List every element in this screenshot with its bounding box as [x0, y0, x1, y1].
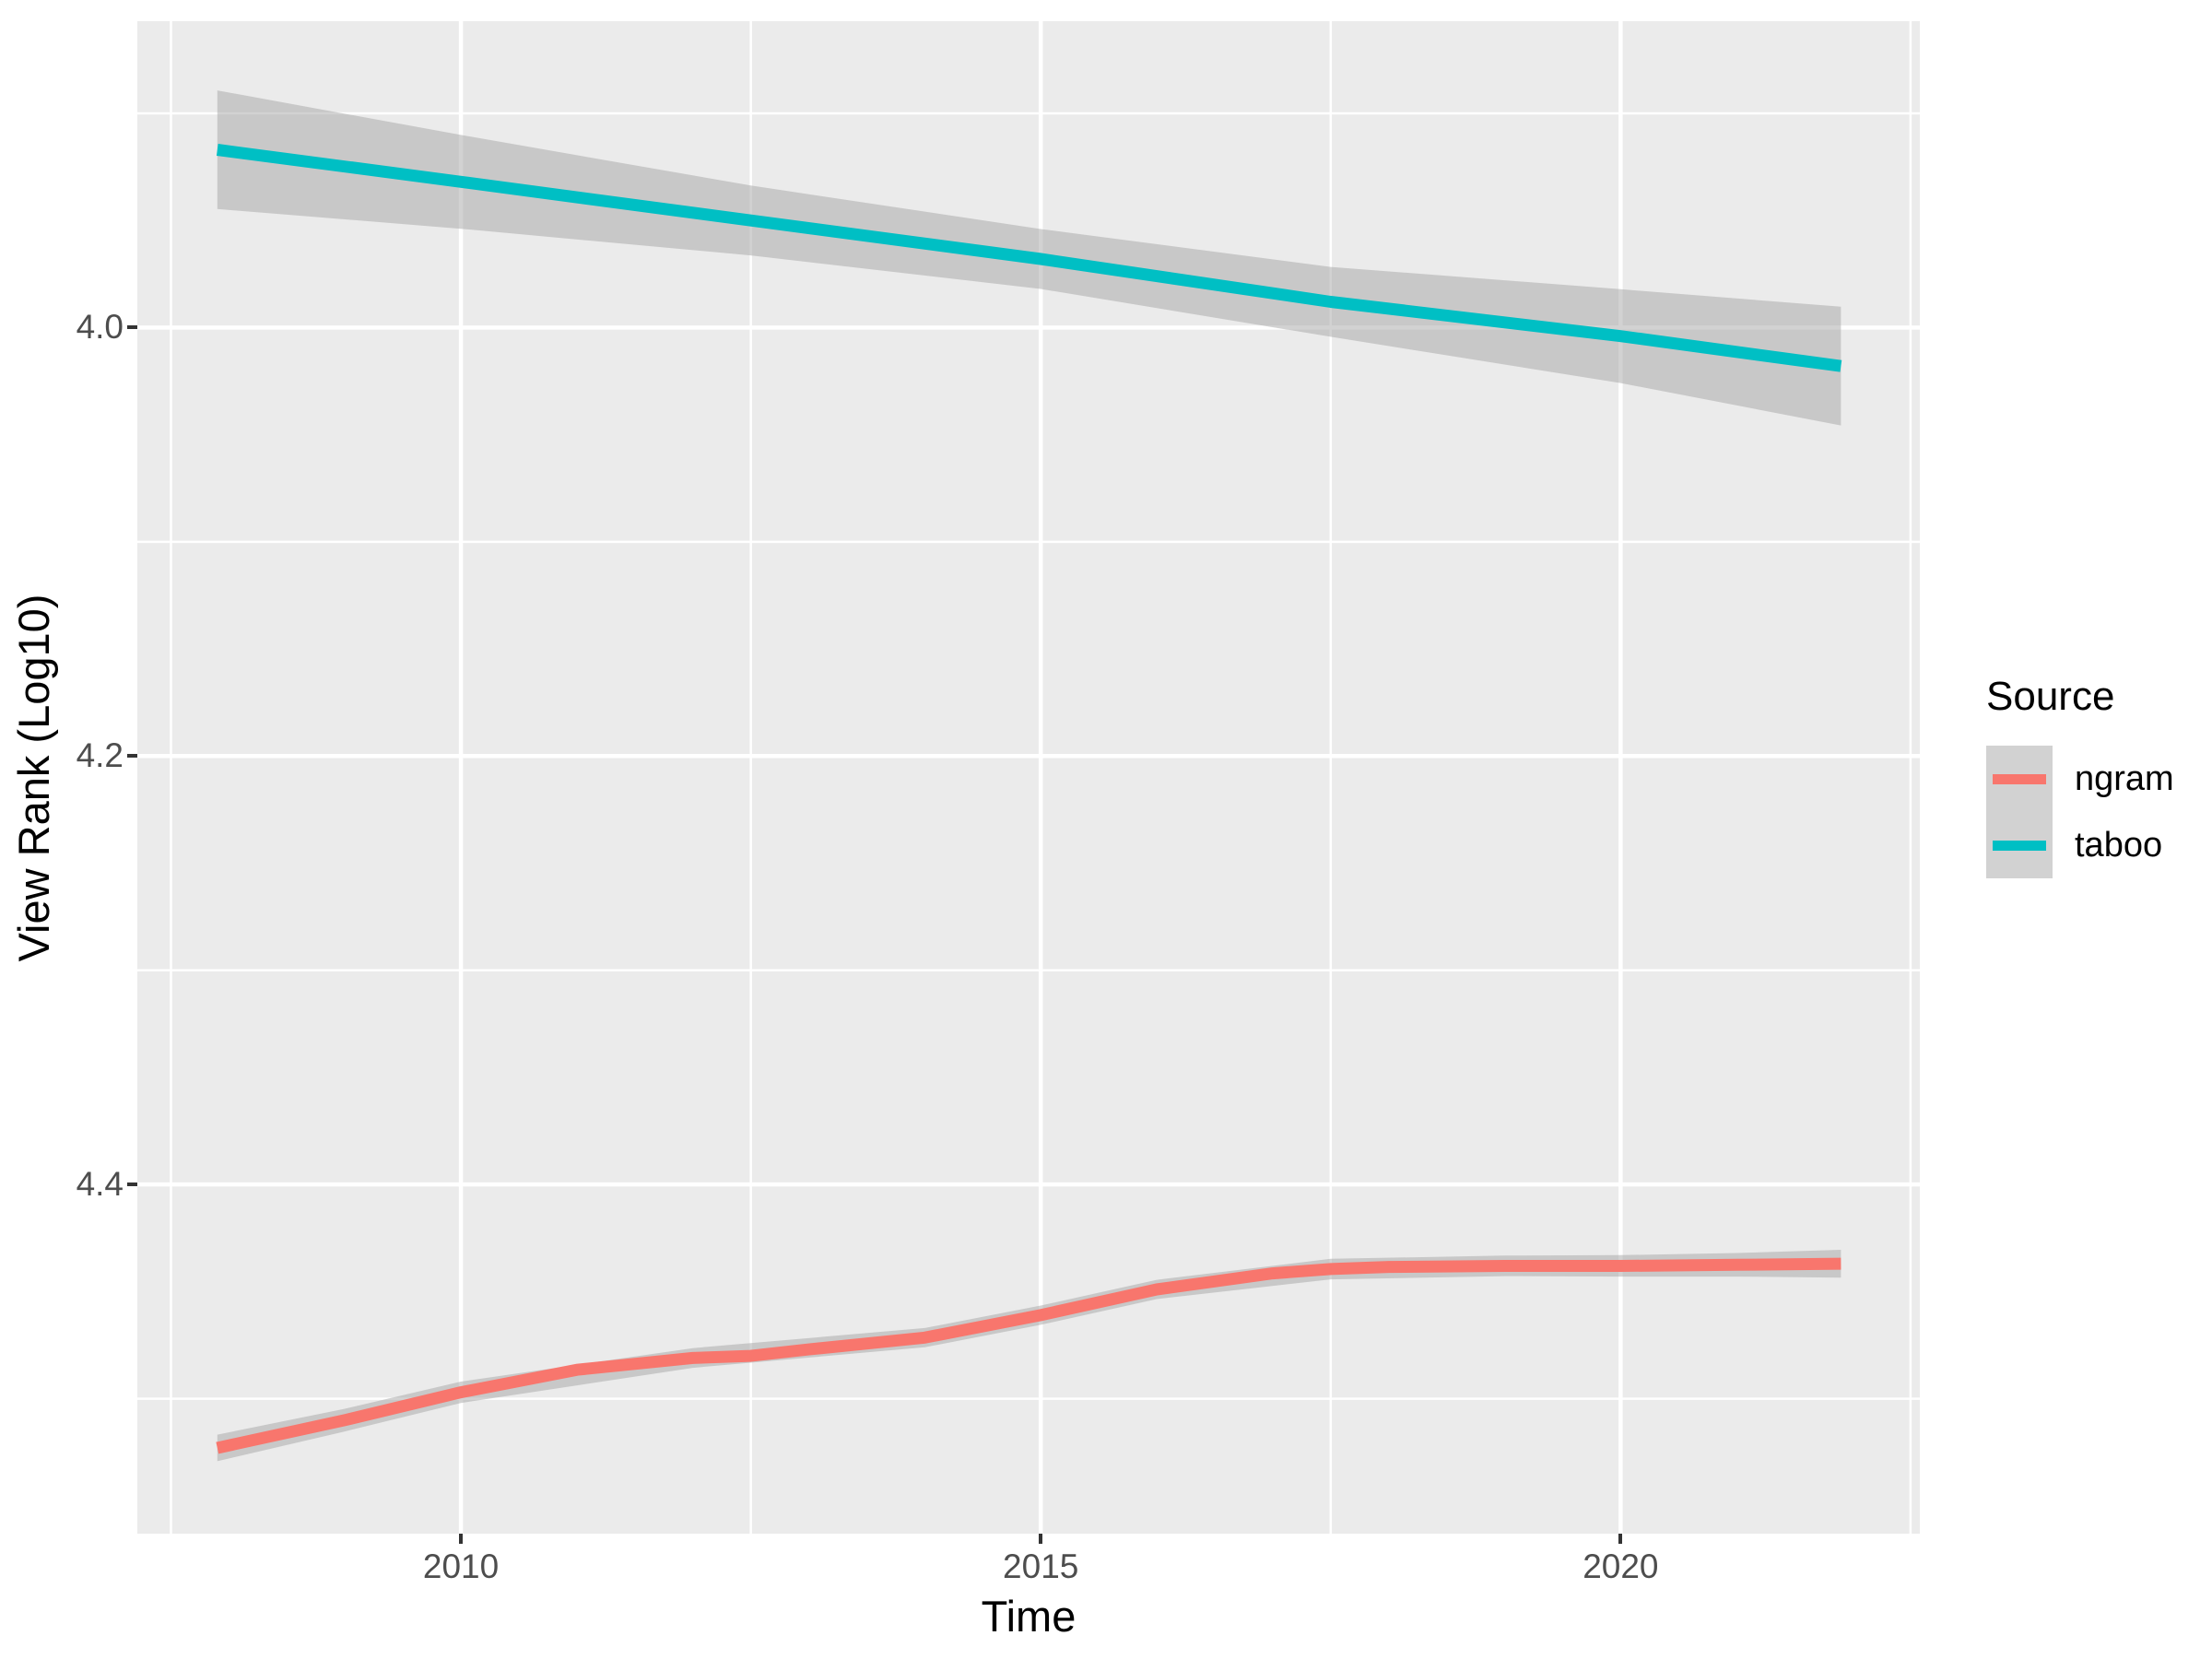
x-tick-mark — [1618, 1534, 1623, 1544]
y-tick-mark — [127, 754, 137, 759]
plot-canvas — [137, 21, 1920, 1534]
legend: Source ngram taboo — [1986, 674, 2174, 878]
y-axis-title: View Rank (Log10) — [9, 594, 58, 962]
legend-item-ngram: ngram — [1986, 746, 2174, 812]
x-tick-label: 2010 — [422, 1547, 500, 1585]
plot-panel — [137, 21, 1920, 1534]
legend-title: Source — [1986, 674, 2115, 719]
line-taboo — [216, 144, 1842, 372]
y-tick-label: 4.4 — [76, 1165, 124, 1204]
y-tick-label: 4.2 — [76, 736, 124, 775]
x-tick-label: 2020 — [1583, 1547, 1659, 1585]
legend-label-ngram: ngram — [2075, 759, 2174, 798]
legend-key-line-icon — [1993, 840, 2046, 851]
legend-keys: ngram taboo — [1986, 746, 2174, 878]
y-tick-mark — [127, 1182, 137, 1187]
y-tick-label: 4.0 — [76, 308, 124, 347]
y-tick-mark — [127, 325, 137, 330]
trend-lines — [216, 144, 1842, 1454]
legend-item-taboo: taboo — [1986, 812, 2174, 878]
gridlines-major — [137, 21, 1920, 1534]
x-tick-mark — [459, 1534, 464, 1544]
x-tick-mark — [1039, 1534, 1043, 1544]
legend-key-swatch-ngram — [1986, 746, 2053, 812]
legend-key-swatch-taboo — [1986, 812, 2053, 878]
x-axis-title: Time — [981, 1592, 1077, 1641]
line-ngram — [216, 1257, 1841, 1454]
legend-key-line-icon — [1993, 773, 2046, 784]
x-tick-label: 2015 — [1003, 1547, 1079, 1585]
legend-label-taboo: taboo — [2075, 825, 2163, 865]
